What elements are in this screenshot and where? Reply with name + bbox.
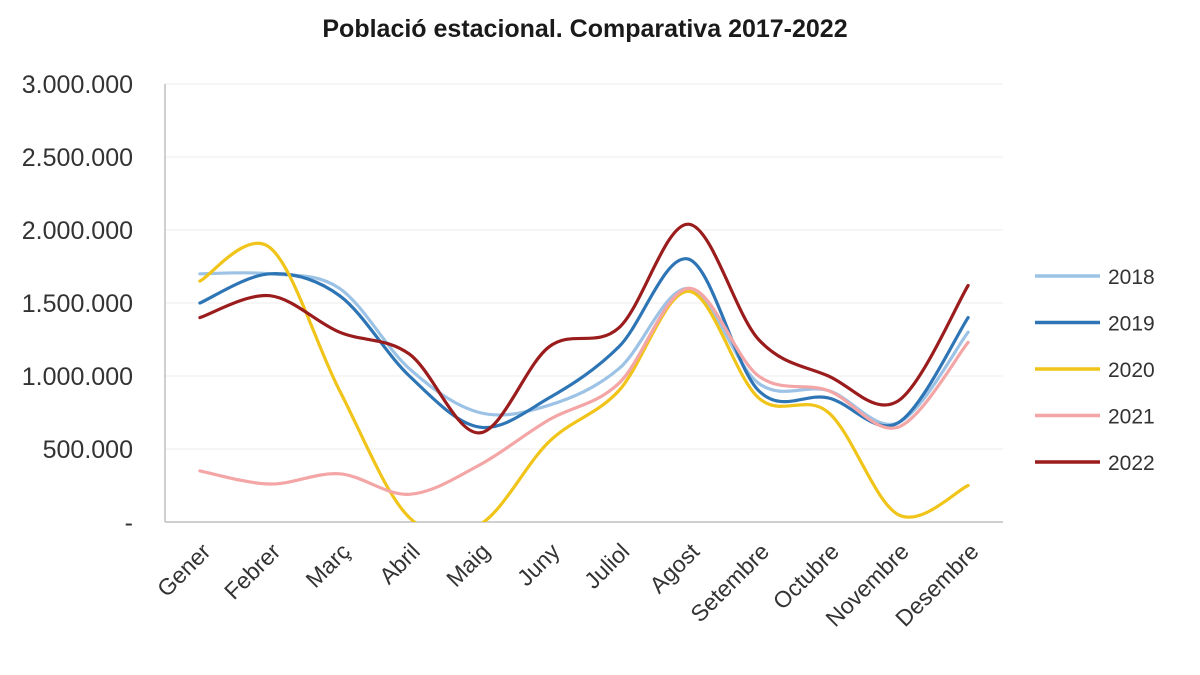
legend: 2018 2019 2020 2021 2022	[1035, 266, 1155, 475]
grid	[165, 83, 1003, 450]
series-line-2018	[198, 271, 970, 426]
legend-label-2018: 2018	[1108, 266, 1155, 289]
legend-label-2021: 2021	[1108, 406, 1155, 429]
x-tick-label: Maig	[441, 538, 495, 592]
y-tick-label: 3.000.000	[22, 71, 133, 99]
series-line-2022	[198, 222, 970, 435]
x-tick-label: Març	[301, 538, 356, 593]
legend-label-2022: 2022	[1108, 452, 1155, 475]
series-line-2019	[198, 257, 970, 430]
y-tick-label: 1.500.000	[22, 290, 133, 318]
y-tick-label: -	[125, 509, 133, 537]
series-lines	[198, 222, 970, 522]
x-tick-label: Abril	[374, 538, 425, 589]
x-tick-label: Gener	[152, 538, 216, 602]
axes	[164, 84, 1003, 523]
y-tick-label: 2.000.000	[22, 217, 133, 245]
y-tick-label: 500.000	[43, 436, 133, 464]
y-axis-ticks: - 500.000 1.000.000 1.500.000 2.000.000 2.500…	[22, 71, 133, 537]
x-axis-ticks: Gener Febrer Març Abril Maig Juny Juliol AgostS…	[152, 538, 984, 632]
series-line-2021	[198, 286, 970, 496]
y-tick-label: 2.500.000	[22, 144, 133, 172]
x-tick-label: Febrer	[219, 538, 286, 605]
x-tick-label: Juliol	[579, 538, 634, 593]
y-tick-label: 1.000.000	[22, 363, 133, 391]
legend-label-2019: 2019	[1108, 313, 1155, 336]
x-tick-label: Juny	[512, 538, 565, 591]
legend-label-2020: 2020	[1108, 359, 1155, 382]
x-tick-label: Agost	[644, 538, 704, 598]
series-line-2020	[198, 241, 970, 522]
chart-title: Població estacional. Comparativa 2017-20…	[322, 15, 847, 43]
